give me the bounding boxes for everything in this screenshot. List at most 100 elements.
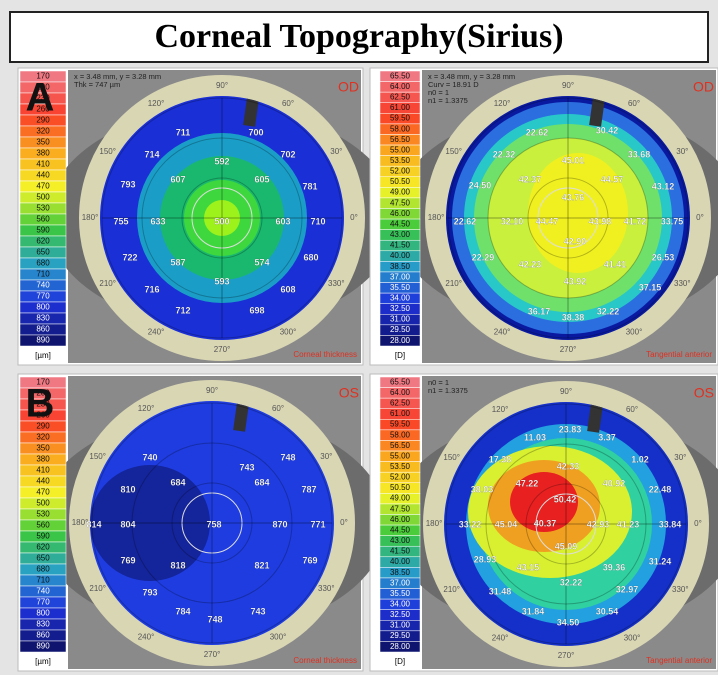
map-value: 793	[142, 587, 157, 597]
scale-label: 620	[36, 237, 50, 246]
map-value: 24.50	[469, 180, 492, 190]
scale-label: 680	[36, 565, 50, 574]
scale-label: 47.50	[390, 504, 411, 513]
angle-label: 0°	[350, 213, 358, 222]
map-value: 11.03	[524, 432, 546, 442]
scale-label: 58.00	[390, 124, 411, 133]
scale-label: 560	[36, 215, 50, 224]
scale-label: 29.50	[390, 325, 411, 334]
scale-label: 890	[36, 336, 50, 345]
scale-label: 590	[36, 226, 50, 235]
angle-label: 90°	[560, 387, 572, 396]
scale-label: 320	[36, 433, 50, 442]
scale-unit: [D]	[395, 657, 405, 666]
scale-label: 590	[36, 532, 50, 541]
angle-label: 330°	[328, 279, 345, 288]
eye-label: OS	[339, 385, 359, 401]
scale-label: 35.50	[390, 589, 411, 598]
map-zone	[528, 153, 628, 273]
scale-label: 46.00	[390, 209, 411, 218]
scale-label: 31.00	[390, 621, 411, 630]
map-value: 37.15	[639, 282, 662, 292]
scale-label: 49.00	[390, 188, 411, 197]
angle-label: 270°	[560, 345, 577, 354]
map-value: 45.04	[495, 519, 518, 529]
map-value: 22.62	[526, 127, 549, 137]
scale-label: 49.00	[390, 494, 411, 503]
map-value: 748	[207, 614, 222, 624]
scale-label: 65.50	[390, 377, 411, 386]
map-value: 43.92	[564, 276, 587, 286]
scale-label: 740	[36, 281, 50, 290]
scale-label: 320	[36, 127, 50, 136]
figure: Corneal Topography(Sirius) 90°120°150°18…	[0, 0, 718, 675]
map-value: 33.84	[659, 519, 682, 529]
map-value: 710	[310, 216, 325, 226]
map-name: Corneal thickness	[293, 350, 357, 359]
map-value: 33.68	[628, 149, 651, 159]
map-value: 41.41	[604, 259, 627, 269]
map-value: 38.03	[471, 484, 494, 494]
angle-label: 330°	[318, 584, 335, 593]
angle-label: 240°	[492, 633, 509, 642]
map-value: 810	[120, 484, 135, 494]
angle-label: 120°	[138, 404, 155, 413]
angle-label: 30°	[320, 452, 332, 461]
map-value: 33.75	[661, 216, 684, 226]
scale-label: 350	[36, 444, 50, 453]
map-value: 633	[150, 216, 165, 226]
map-value: 43.98	[589, 216, 612, 226]
scale-label: 32.50	[390, 304, 411, 313]
map-value: 781	[302, 181, 317, 191]
scale-label: 710	[36, 270, 50, 279]
scale-label: 50.50	[390, 177, 411, 186]
angle-label: 210°	[89, 584, 106, 593]
angle-label: 210°	[443, 585, 460, 594]
map-value: 44.57	[601, 174, 624, 184]
scale-label: 41.50	[390, 241, 411, 250]
scale-label: 28.00	[390, 642, 411, 651]
map-value: 814	[86, 519, 101, 529]
angle-label: 300°	[626, 327, 643, 336]
angle-label: 330°	[672, 585, 689, 594]
map-value: 22.62	[454, 216, 477, 226]
map-value: 32.10	[501, 216, 524, 226]
map-value: 23.83	[559, 424, 582, 434]
map-value: 758	[206, 519, 221, 529]
map-value: 34.50	[557, 617, 580, 627]
scale-label: 770	[36, 598, 50, 607]
map-value: 821	[254, 560, 269, 570]
angle-label: 330°	[674, 279, 691, 288]
map-value: 30.54	[596, 606, 619, 616]
scale-label: 62.50	[390, 93, 411, 102]
scale-label: 530	[36, 510, 50, 519]
map-value: 748	[280, 452, 295, 462]
scale-label: 380	[36, 149, 50, 158]
scale-label: 53.50	[390, 156, 411, 165]
map-value: 608	[280, 284, 295, 294]
map-value: 40.92	[603, 478, 626, 488]
map-value: 22.48	[649, 484, 672, 494]
map-value: 769	[302, 555, 317, 565]
angle-label: 120°	[492, 405, 509, 414]
angle-label: 30°	[330, 147, 342, 156]
angle-label: 300°	[270, 632, 287, 641]
map-value: 1.02	[631, 454, 649, 464]
map-value: 22.32	[493, 149, 516, 159]
map-value: 31.48	[489, 586, 512, 596]
map-value: 43.76	[562, 192, 585, 202]
map-name: Tangential anterior	[646, 656, 712, 665]
eye-label: OD	[338, 79, 359, 95]
map-value: 43.15	[517, 562, 540, 572]
map-value: 47.22	[516, 478, 539, 488]
map-value: 712	[175, 305, 190, 315]
angle-label: 240°	[148, 327, 165, 336]
angle-label: 90°	[206, 386, 218, 395]
angle-label: 120°	[148, 99, 165, 108]
info: n1 = 1.3375	[428, 96, 468, 105]
angle-label: 300°	[280, 327, 297, 336]
angle-label: 150°	[445, 147, 462, 156]
scale-label: 500	[36, 193, 50, 202]
angle-label: 180°	[428, 213, 445, 222]
map-value: 30.42	[596, 125, 619, 135]
